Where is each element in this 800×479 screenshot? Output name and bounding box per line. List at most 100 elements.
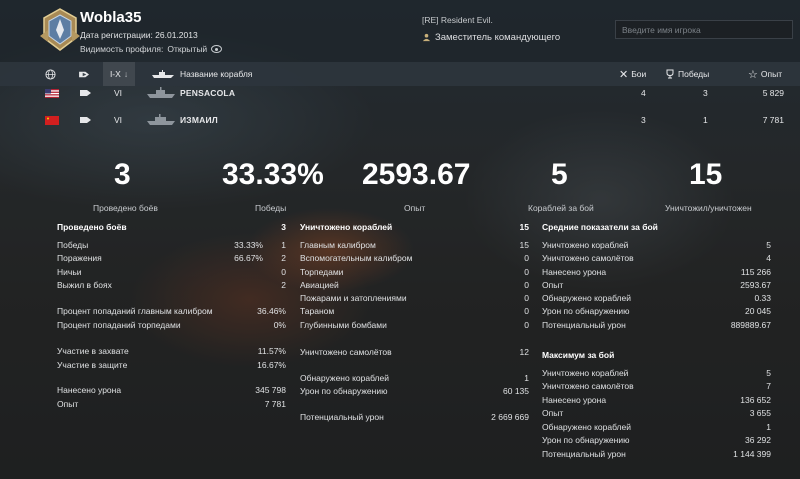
- ship-battles: 3: [641, 115, 646, 125]
- table-row[interactable]: VI PENSACOLA 4 3 5 829: [0, 80, 800, 106]
- avg-planes-destroyed-value: 4: [766, 253, 771, 263]
- ship-wins: 3: [703, 88, 708, 98]
- depth-charge-kills-value: 0: [524, 320, 529, 330]
- ship-thumbnail-icon: [147, 107, 175, 133]
- tier-header-text: I-X: [109, 69, 121, 79]
- summary-kd-value: 15: [689, 158, 723, 191]
- avg-ships-destroyed-label: Уничтожено кораблей: [542, 240, 629, 250]
- eye-icon[interactable]: [211, 45, 223, 53]
- wins-column[interactable]: Победы: [665, 62, 709, 86]
- fire-flood-kills-value: 0: [524, 293, 529, 303]
- torpedo-kills-value: 0: [524, 267, 529, 277]
- profile-header: Wobla35 Дата регистрации: 26.01.2013 Вид…: [0, 0, 800, 62]
- draws-label: Ничьи: [57, 267, 82, 277]
- main-battery-kills-value: 15: [519, 240, 529, 250]
- col1-header-label: Проведено боёв: [57, 222, 127, 232]
- damage-value: 345 798: [255, 385, 286, 395]
- max-damage-label: Нанесено урона: [542, 395, 607, 405]
- wins-column-label: Победы: [678, 69, 710, 79]
- avg-xp-label: Опыт: [542, 280, 564, 290]
- torpedo-kills-label: Торпедами: [300, 267, 344, 277]
- summary-kd-label: Уничтожил/уничтожен: [665, 203, 752, 213]
- aviation-kills-label: Авиацией: [300, 280, 339, 290]
- ship-xp: 7 781: [762, 115, 784, 125]
- avg-xp-value: 2593.67: [740, 280, 771, 290]
- profile-visibility: Видимость профиля: Открытый: [80, 44, 223, 54]
- potential-damage-value: 2 669 669: [491, 412, 529, 422]
- battles-column[interactable]: ✕ Бои: [619, 62, 646, 86]
- tier-sort-toggle[interactable]: I-X ↓: [103, 62, 135, 86]
- avg-spotting-damage-label: Урон по обнаружению: [542, 306, 630, 316]
- ship-wins: 1: [703, 115, 708, 125]
- wins-pct: 33.33%: [234, 240, 263, 250]
- avg-planes-destroyed-label: Уничтожено самолётов: [542, 253, 634, 263]
- average-header: Средние показатели за бой: [542, 222, 658, 232]
- avg-damage-label: Нанесено урона: [542, 267, 607, 277]
- defense-label: Участие в защите: [57, 360, 128, 370]
- visibility-label: Видимость профиля:: [80, 44, 164, 54]
- planes-destroyed-value: 12: [519, 347, 529, 357]
- max-potential-damage-value: 1 144 399: [733, 449, 771, 459]
- planes-destroyed-label: Уничтожено самолётов: [300, 347, 392, 357]
- summary-wins-value: 33.33%: [222, 158, 324, 191]
- max-ships-destroyed-value: 5: [766, 368, 771, 378]
- xp-column-label: Опыт: [760, 69, 783, 79]
- ship-name: PENSACOLA: [180, 88, 236, 98]
- ship-thumbnail-icon: [147, 80, 175, 106]
- wins-label: Победы: [57, 240, 89, 250]
- max-xp-value: 3 655: [749, 408, 771, 418]
- main-battery-hit-value: 36.46%: [257, 306, 286, 316]
- max-damage-value: 136 652: [740, 395, 771, 405]
- visibility-value: Открытый: [167, 44, 208, 54]
- depth-charge-kills-label: Глубинными бомбами: [300, 320, 387, 330]
- max-planes-destroyed-value: 7: [766, 381, 771, 391]
- avg-potential-damage-label: Потенциальный урон: [542, 320, 626, 330]
- xp-column[interactable]: ☆ Опыт: [748, 62, 782, 86]
- max-spotting-damage-value: 36 292: [745, 435, 771, 445]
- clan-tag[interactable]: [RE] Resident Evil.: [422, 15, 493, 25]
- col2-header-value: 15: [519, 222, 529, 232]
- torpedo-hit-label: Процент попаданий торпедами: [57, 320, 181, 330]
- ship-xp: 5 829: [762, 88, 784, 98]
- avg-damage-value: 115 266: [740, 267, 771, 277]
- ship-name: ИЗМАИЛ: [180, 115, 218, 125]
- secondary-kills-label: Вспомогательным калибром: [300, 253, 413, 263]
- avg-spotted-label: Обнаружено кораблей: [542, 293, 631, 303]
- globe-icon[interactable]: [45, 62, 56, 86]
- service-emblem-icon: [40, 8, 80, 51]
- cup-icon: [666, 69, 674, 79]
- ship-name-column-label[interactable]: Название корабля: [180, 69, 253, 79]
- max-xp-label: Опыт: [542, 408, 564, 418]
- summary-ships-per-battle-label: Кораблей за бой: [528, 203, 594, 213]
- ship-class-filter-icon[interactable]: [78, 62, 91, 86]
- summary-ships-per-battle-value: 5: [551, 158, 568, 191]
- player-search-input[interactable]: [615, 20, 793, 39]
- ships-spotted-value: 1: [524, 373, 529, 383]
- max-ships-destroyed-label: Уничтожено кораблей: [542, 368, 629, 378]
- defense-value: 16.67%: [257, 360, 286, 370]
- max-spotting-damage-label: Урон по обнаружению: [542, 435, 630, 445]
- clan-role-icon: [422, 33, 431, 42]
- survived-label: Выжил в боях: [57, 280, 112, 290]
- player-nickname: Wobla35: [80, 9, 142, 26]
- summary-xp-value: 2593.67: [362, 158, 471, 191]
- main-battery-kills-label: Главным калибром: [300, 240, 376, 250]
- survived-value: 2: [281, 280, 286, 290]
- clan-role: Заместитель командующего: [422, 32, 560, 43]
- avg-spotting-damage-value: 20 045: [745, 306, 771, 316]
- table-row[interactable]: VI ИЗМАИЛ 3 1 7 781: [0, 107, 800, 133]
- capture-value: 11.57%: [257, 346, 286, 356]
- aviation-kills-value: 0: [524, 280, 529, 290]
- damage-label: Нанесено урона: [57, 385, 122, 395]
- xp-value: 7 781: [264, 399, 286, 409]
- main-battery-hit-label: Процент попаданий главным калибром: [57, 306, 213, 316]
- avg-ships-destroyed-value: 5: [766, 240, 771, 250]
- ussr-flag-icon: [45, 107, 59, 133]
- losses-pct: 66.67%: [234, 253, 263, 263]
- wins-value: 1: [281, 240, 286, 250]
- xp-label: Опыт: [57, 399, 79, 409]
- usa-flag-icon: [45, 80, 59, 106]
- clan-role-label: Заместитель командующего: [435, 32, 561, 43]
- capture-label: Участие в захвате: [57, 346, 129, 356]
- summary-battles-label: Проведено боёв: [93, 203, 158, 213]
